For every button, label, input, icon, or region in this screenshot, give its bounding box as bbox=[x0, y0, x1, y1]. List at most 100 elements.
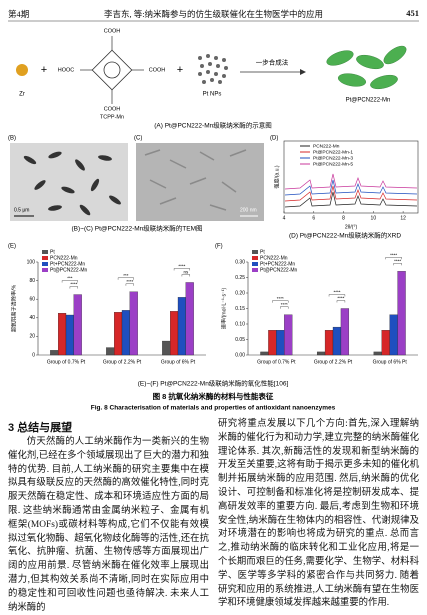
x-tick-label: Group of 6% Pt bbox=[161, 359, 196, 365]
bar bbox=[185, 282, 194, 356]
legend-swatch bbox=[42, 256, 48, 260]
sig-label: **** bbox=[281, 302, 288, 307]
legend-swatch bbox=[252, 262, 258, 266]
legend-label: Pt bbox=[260, 249, 265, 255]
bar bbox=[170, 311, 179, 356]
panel-label: (E) bbox=[8, 244, 16, 250]
y-tick-label: 0.30 bbox=[235, 259, 245, 265]
tem-texture bbox=[144, 149, 247, 211]
x-tick-label: Group of 6% Pt bbox=[373, 359, 408, 365]
cooh: HOOC bbox=[58, 67, 75, 73]
caption: (A) Pt@PCN222-Mn级联纳米酶的示意图 bbox=[154, 121, 271, 130]
bar bbox=[114, 312, 123, 356]
xrd-curves bbox=[284, 173, 418, 208]
bar bbox=[260, 351, 269, 356]
y-tick-label: 100 bbox=[27, 259, 36, 265]
porphyrin-ring bbox=[103, 61, 121, 79]
scale-label: 200 nm bbox=[240, 207, 257, 213]
sig-bracket bbox=[328, 294, 346, 297]
issue: 第4期 bbox=[8, 9, 30, 19]
sig-label: *** bbox=[67, 276, 73, 281]
legend-label: Pt+PCN222-Mn bbox=[50, 261, 85, 267]
sig-bracket bbox=[272, 300, 289, 303]
panel-label: (C) bbox=[134, 136, 142, 142]
y-tick-label: 20 bbox=[29, 334, 35, 340]
bar bbox=[324, 330, 334, 356]
bar bbox=[177, 297, 186, 356]
caption: (D) Pt@PCN222-Mn级联纳米酶的XRD bbox=[289, 231, 401, 240]
sig-bracket bbox=[173, 268, 190, 271]
x-tick-label: Group of 2.2% Pt bbox=[314, 359, 353, 365]
bar bbox=[129, 291, 138, 356]
bar bbox=[65, 314, 74, 356]
sig-label: *** bbox=[123, 273, 129, 278]
zr-label: Zr bbox=[19, 92, 25, 98]
scale-label: 0.5 μm bbox=[14, 207, 29, 213]
section-title: 3 总结与展望 bbox=[8, 422, 73, 434]
sig-label: **** bbox=[390, 252, 397, 257]
plot-frame bbox=[283, 140, 419, 214]
x-tick-label: Group of 0.7% Pt bbox=[257, 359, 296, 365]
y-tick-label: 0.00 bbox=[235, 352, 245, 358]
figure: Zr + COOH HOOC COOH COOH TCPP-Mn + Pt NP… bbox=[8, 20, 419, 412]
bar bbox=[121, 310, 130, 356]
sig-bracket bbox=[181, 274, 190, 277]
tem-particles bbox=[23, 151, 121, 216]
legend-label: PCN222-Mn bbox=[260, 255, 288, 261]
legend-label: Pt bbox=[50, 249, 55, 255]
legend-label: Pt@PCN222-Mn bbox=[260, 267, 298, 273]
caption: (E)~(F) Pt@PCN222-Mn级联纳米酶的氧化性能[106] bbox=[138, 379, 289, 388]
zr-sphere bbox=[16, 64, 28, 76]
cooh: COOH bbox=[104, 106, 121, 112]
legend-swatch bbox=[42, 262, 48, 266]
panel-label: (F) bbox=[215, 244, 223, 250]
y-tick-label: 0.15 bbox=[235, 306, 245, 312]
legend-label: Pt@PCN222-Mn bbox=[50, 267, 88, 273]
plus: + bbox=[177, 64, 183, 76]
x-tick-label: 12 bbox=[400, 215, 406, 221]
legend-label: PCN222-Mn bbox=[313, 143, 340, 149]
legend-label: Pt@PCN222-Mn-5 bbox=[313, 161, 353, 167]
bar bbox=[73, 294, 82, 356]
pt-label: Pt NPs bbox=[203, 92, 222, 98]
y-tick-label: 80 bbox=[29, 278, 35, 284]
scheme: Zr + COOH HOOC COOH COOH TCPP-Mn + Pt NP… bbox=[16, 28, 407, 130]
y-tick-label: 0.25 bbox=[235, 275, 245, 281]
x-tick-label: 10 bbox=[371, 215, 377, 221]
bar bbox=[316, 351, 326, 356]
running-title: 李吉东, 等:纳米酶参与的仿生级联催化在生物医学中的应用 bbox=[103, 9, 324, 19]
tem-image bbox=[10, 143, 128, 221]
sig-bracket bbox=[280, 306, 289, 309]
x-tick-label: 6 bbox=[312, 215, 315, 221]
x-tick-label: Group of 2.2% Pt bbox=[103, 359, 142, 365]
bar bbox=[389, 314, 398, 356]
y-axis-label: 速率/(mol·L⁻¹·s⁻¹) bbox=[219, 287, 227, 329]
bar bbox=[268, 330, 277, 356]
body-right: 研究将重点发展以下几个方向:首先,深入理解纳米酶的催化行为和动力学,建立完整的纳… bbox=[218, 419, 419, 609]
legend-label: Pt@PCN222-Mn-3 bbox=[313, 155, 353, 161]
bar bbox=[373, 351, 382, 356]
plus: + bbox=[41, 64, 47, 76]
x-tick-label: 4 bbox=[283, 215, 286, 221]
page-number: 451 bbox=[406, 8, 419, 18]
body-left: 仿天然酶的人工纳米酶作为一类新兴的生物催化剂,已经在多个领域展现出了巨大的潜力和… bbox=[8, 437, 209, 613]
sig-bracket bbox=[117, 277, 134, 280]
bar bbox=[340, 308, 350, 356]
legend-label: PCN222-Mn bbox=[50, 255, 78, 261]
legend-label: Pt+PCN222-Mn bbox=[260, 261, 295, 267]
arrow-head bbox=[300, 69, 306, 75]
legend-swatch bbox=[252, 250, 258, 254]
sig-bracket bbox=[336, 300, 346, 303]
y-tick-label: 0.20 bbox=[235, 290, 245, 296]
bar bbox=[284, 314, 293, 356]
bar bbox=[276, 330, 285, 356]
sig-label: **** bbox=[333, 290, 340, 295]
sig-label: **** bbox=[178, 264, 185, 269]
caption: (B)~(C) Pt@PCN222-Mn级联纳米酶的TEM图 bbox=[71, 224, 202, 233]
bar bbox=[381, 330, 390, 356]
y-tick-label: 0.10 bbox=[235, 321, 245, 327]
y-tick-label: 0 bbox=[32, 352, 35, 358]
figure-caption-en: Fig. 8 Characterisation of materials and… bbox=[91, 405, 336, 412]
sig-label: **** bbox=[126, 279, 133, 284]
